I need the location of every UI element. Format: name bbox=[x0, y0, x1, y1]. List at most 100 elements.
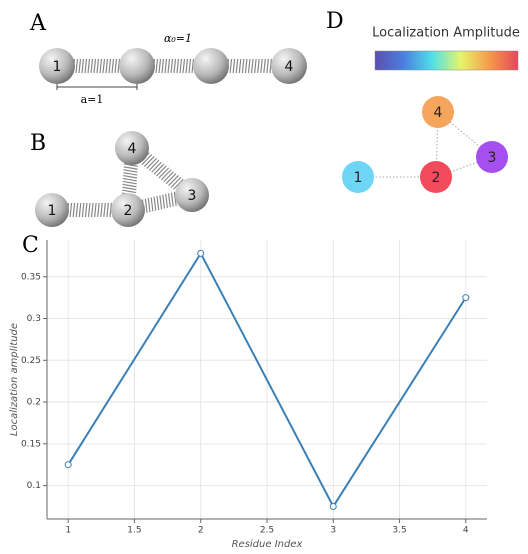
spring-coil bbox=[250, 58, 254, 74]
spring-coil bbox=[94, 202, 97, 218]
spring-coil bbox=[78, 202, 82, 218]
spring-coil bbox=[160, 169, 172, 181]
panel-label: D bbox=[326, 9, 344, 34]
spring-coil bbox=[165, 173, 177, 185]
spring-coil bbox=[122, 189, 137, 194]
spring-coil bbox=[179, 58, 183, 74]
spring-coil bbox=[90, 202, 94, 218]
panel-label: C bbox=[22, 233, 39, 258]
y-tick-label: 0.3 bbox=[27, 314, 41, 324]
spring-coil bbox=[146, 157, 158, 169]
spring-coil bbox=[123, 169, 138, 173]
springs bbox=[66, 58, 276, 218]
spring-coil bbox=[158, 58, 162, 74]
spacing-bracket bbox=[56, 84, 138, 90]
spring-coil bbox=[153, 196, 157, 211]
spring-coil bbox=[156, 165, 167, 177]
node-label: 1 bbox=[354, 170, 363, 186]
spring-coil bbox=[238, 58, 242, 74]
spring-coil bbox=[123, 166, 138, 170]
spring-coil bbox=[168, 175, 179, 186]
spring-coil bbox=[241, 58, 245, 74]
x-tick-label: 2 bbox=[198, 526, 204, 536]
spring-coil bbox=[158, 167, 170, 179]
bead bbox=[175, 178, 209, 212]
spring-coil bbox=[123, 172, 138, 176]
spring-coil bbox=[150, 197, 154, 212]
spring-coil bbox=[185, 58, 189, 74]
bead bbox=[39, 48, 75, 84]
spring-coil bbox=[106, 202, 109, 218]
panel-label: A bbox=[29, 11, 47, 36]
spring-coil bbox=[96, 58, 100, 74]
bead-label: 2 bbox=[124, 203, 133, 219]
spring-coil bbox=[263, 58, 266, 74]
spring-coil bbox=[191, 58, 195, 74]
point bbox=[64, 461, 72, 469]
spring-coil bbox=[105, 58, 109, 74]
spring-coil bbox=[93, 58, 97, 74]
y-tick-label: 0.25 bbox=[21, 356, 41, 366]
x-tick-label: 3.5 bbox=[392, 526, 406, 536]
point bbox=[329, 502, 337, 510]
spring-coil bbox=[229, 58, 233, 74]
spring-coil bbox=[100, 202, 103, 218]
point bbox=[197, 249, 205, 257]
spring-coil bbox=[114, 58, 118, 74]
spring-coil bbox=[266, 58, 269, 74]
y-axis-label: Localization amplitude bbox=[9, 323, 20, 436]
spring-coil bbox=[78, 58, 82, 74]
spring-coil bbox=[257, 58, 260, 74]
spring-coil bbox=[122, 177, 137, 182]
x-tick-label: 4 bbox=[463, 526, 469, 536]
network: 1 2 3 4 bbox=[342, 96, 508, 193]
spring-coil bbox=[164, 58, 168, 74]
chart: 0.1 0.15 0.2 0.25 0.3 0.35 1 1.5 2 2.5 3 3.5 4 Residu… bbox=[9, 240, 487, 550]
spring-coil bbox=[69, 202, 73, 218]
bead-label: 1 bbox=[48, 203, 57, 219]
bead-label: 4 bbox=[128, 141, 137, 157]
spring-coil bbox=[247, 58, 251, 74]
spring-coil bbox=[232, 58, 236, 74]
spacing-label: a=1 bbox=[81, 93, 104, 106]
spring-coil bbox=[141, 154, 153, 166]
spring-coil bbox=[182, 58, 186, 74]
spring-coil bbox=[167, 193, 171, 208]
node bbox=[420, 161, 452, 193]
spring-coil bbox=[72, 202, 76, 218]
spring-coil bbox=[165, 193, 168, 209]
spring-coil bbox=[122, 183, 137, 188]
spring-coil bbox=[81, 202, 85, 218]
x-tick-label: 3 bbox=[330, 526, 336, 536]
spring-coil bbox=[167, 58, 171, 74]
bead bbox=[111, 193, 145, 227]
panel-label: B bbox=[30, 131, 46, 156]
spring-coil bbox=[75, 58, 79, 74]
spring-coil bbox=[170, 176, 182, 188]
spring-coil bbox=[173, 58, 177, 74]
x-axis-label: Residue Index bbox=[232, 539, 303, 550]
spring-coil bbox=[103, 202, 106, 218]
spring-coil bbox=[123, 163, 138, 167]
spring-coil bbox=[108, 58, 112, 74]
spring-coil bbox=[188, 58, 192, 74]
spring-coil bbox=[235, 58, 239, 74]
bead-label: 1 bbox=[53, 59, 62, 75]
colorbar-label: Localization Amplitude bbox=[372, 26, 520, 41]
spring-coil bbox=[84, 202, 88, 218]
x-tick-label: 1 bbox=[65, 526, 71, 536]
spring-coil bbox=[173, 191, 177, 206]
spring-coil bbox=[151, 161, 162, 173]
bead-label: 3 bbox=[188, 188, 197, 204]
spring-coil bbox=[122, 180, 137, 185]
spring-coil bbox=[156, 195, 160, 211]
spring-coil bbox=[254, 58, 257, 74]
spring-coil bbox=[109, 202, 113, 218]
spring-coil bbox=[147, 197, 151, 213]
y-tick-label: 0.2 bbox=[27, 398, 41, 408]
spring-coil bbox=[155, 58, 159, 74]
node bbox=[342, 161, 374, 193]
spring-coil bbox=[97, 202, 100, 218]
spring-coil bbox=[144, 198, 148, 213]
